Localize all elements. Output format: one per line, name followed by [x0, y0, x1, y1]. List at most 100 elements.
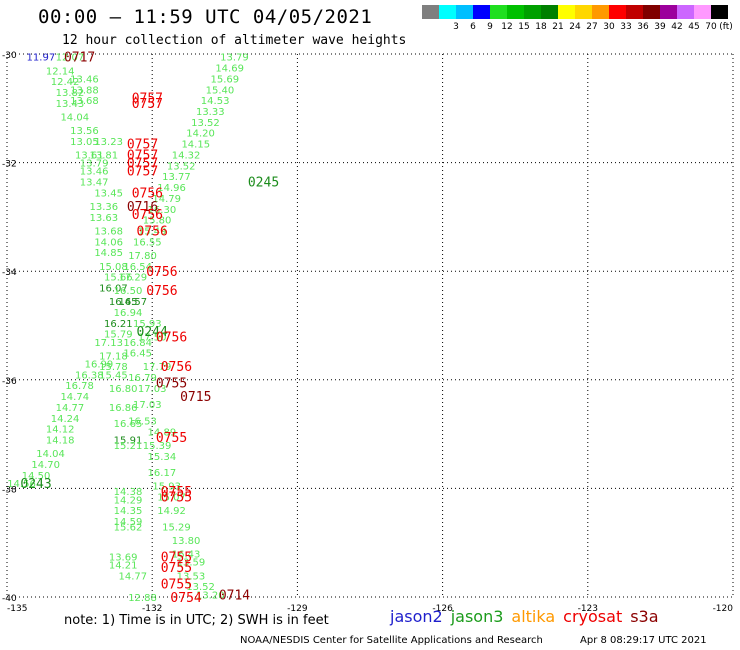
satellite-name: cryosat: [563, 607, 623, 626]
legend-bin-label: 3: [453, 22, 459, 32]
legend-unit-label: (ft): [719, 22, 733, 32]
data-point-label: 11.97: [27, 53, 56, 64]
data-point-label: 16.45: [123, 349, 152, 360]
data-point-label: 15.45: [99, 370, 128, 381]
data-point-label: 13.46: [70, 74, 99, 85]
pass-time-label: 0757: [132, 97, 163, 112]
pass-time-label: 0756: [146, 265, 177, 280]
pass-time-label: 0755: [156, 377, 187, 392]
chart-subtitle: 12 hour collection of altimeter wave hei…: [62, 33, 407, 48]
data-point-label: 15.91: [114, 436, 143, 447]
data-point-label: 14.21: [109, 560, 138, 571]
data-point-label: 13.63: [89, 213, 118, 224]
data-point-label: 17.79: [143, 362, 172, 373]
legend-swatch: [575, 5, 592, 19]
data-point-label: 14.56: [7, 479, 36, 490]
x-tick-label: -132: [142, 604, 162, 614]
legend-bin-label: 30: [603, 22, 615, 32]
legend-swatch: [711, 5, 728, 19]
pass-time-label: 0244: [137, 325, 168, 340]
pass-time-label: 0757: [127, 148, 158, 163]
y-tick-label: -36: [2, 377, 17, 387]
data-point-label: 14.77: [56, 403, 85, 414]
data-point-label: 15.08: [99, 262, 128, 273]
data-point-label: 17.03: [133, 400, 162, 411]
data-point-label: 15.93: [152, 482, 181, 493]
legend-bin-label: 21: [552, 22, 564, 32]
pass-time-label: 0755: [156, 431, 187, 446]
pass-time-label: 0757: [127, 157, 158, 172]
data-point-label: 14.12: [46, 425, 75, 436]
legend-swatch: [473, 5, 490, 19]
data-point-label: 16.30: [148, 205, 177, 216]
data-point-label: 13.52: [186, 582, 215, 593]
data-point-label: 13.47: [80, 178, 109, 189]
pass-time-label: 0754: [170, 591, 201, 606]
y-tick-label: -30: [2, 51, 17, 61]
data-point-label: 16.65: [114, 419, 143, 430]
data-point-label: 15.66: [104, 273, 133, 284]
data-point-label: 15.78: [99, 362, 128, 373]
data-point-label: 13.88: [70, 85, 99, 96]
legend-bin-label: 18: [535, 22, 547, 32]
data-point-label: 14.96: [157, 183, 186, 194]
data-point-label: 13.81: [89, 150, 118, 161]
satellite-name: s3a: [630, 607, 659, 626]
legend-swatch: [439, 5, 456, 19]
data-point-label: 13.80: [172, 536, 201, 547]
data-point-label: 14.85: [94, 248, 123, 259]
data-point-label: 16.53: [128, 417, 157, 428]
legend-bin-label: 42: [671, 22, 683, 32]
data-point-label: 15.40: [206, 85, 235, 96]
data-point-label: 14.04: [36, 449, 65, 460]
generated-timestamp: Apr 8 08:29:17 UTC 2021: [580, 635, 707, 646]
data-point-label: 14.38: [114, 487, 143, 498]
data-point-label: 17.13: [94, 338, 123, 349]
pass-time-label: 0715: [180, 390, 211, 405]
data-point-label: 14.77: [119, 571, 148, 582]
data-point-label: 16.99: [85, 360, 114, 371]
data-point-label: 15.07: [157, 493, 186, 504]
legend-bin-label: 45: [688, 22, 700, 32]
data-point-label: 12.88: [128, 593, 157, 604]
data-point-label: 13.46: [80, 167, 109, 178]
data-point-label: 14.32: [172, 150, 201, 161]
data-point-label: 15.39: [143, 441, 172, 452]
legend-swatch: [592, 5, 609, 19]
data-point-label: 13.68: [70, 96, 99, 107]
legend-bin-label: 27: [586, 22, 598, 32]
data-point-label: 12.07: [56, 53, 85, 64]
data-point-label: 17.29: [119, 273, 148, 284]
pass-time-label: 0756: [132, 208, 163, 223]
y-tick-label: -38: [2, 485, 17, 495]
data-point-label: 15.93: [133, 319, 162, 330]
legend-swatch: [541, 5, 558, 19]
legend-bin-label: 15: [518, 22, 530, 32]
legend-bin-label: 12: [501, 22, 513, 32]
data-point-label: 13.77: [162, 172, 191, 183]
x-tick-label: -123: [578, 604, 598, 614]
x-tick-label: -129: [287, 604, 308, 614]
pass-time-label: 0756: [161, 360, 192, 375]
data-point-label: 14.18: [46, 436, 75, 447]
data-point-label: 13.53: [177, 571, 206, 582]
data-point-label: 14.59: [114, 517, 143, 528]
data-point-label: 13.23: [94, 137, 123, 148]
y-tick-label: -40: [2, 594, 17, 604]
data-point-label: 14.53: [201, 96, 230, 107]
data-point-label: 17.03: [138, 384, 167, 395]
data-point-label: 13.59: [177, 558, 206, 569]
data-point-label: 16.80: [109, 384, 138, 395]
pass-time-label: 0716: [127, 200, 158, 215]
data-point-label: 12.14: [46, 66, 75, 77]
legend-bin-label: 70: [705, 22, 717, 32]
data-point-label: 14.70: [31, 460, 60, 471]
legend-bin-label: 36: [637, 22, 649, 32]
data-point-label: 14.35: [114, 506, 143, 517]
pass-time-label: 0714: [219, 588, 250, 603]
data-point-label: 13.52: [167, 161, 196, 172]
pass-time-label: 0756: [156, 330, 187, 345]
x-tick-label: -135: [7, 604, 27, 614]
data-point-label: 14.06: [94, 237, 123, 248]
data-point-label: 13.56: [70, 126, 99, 137]
